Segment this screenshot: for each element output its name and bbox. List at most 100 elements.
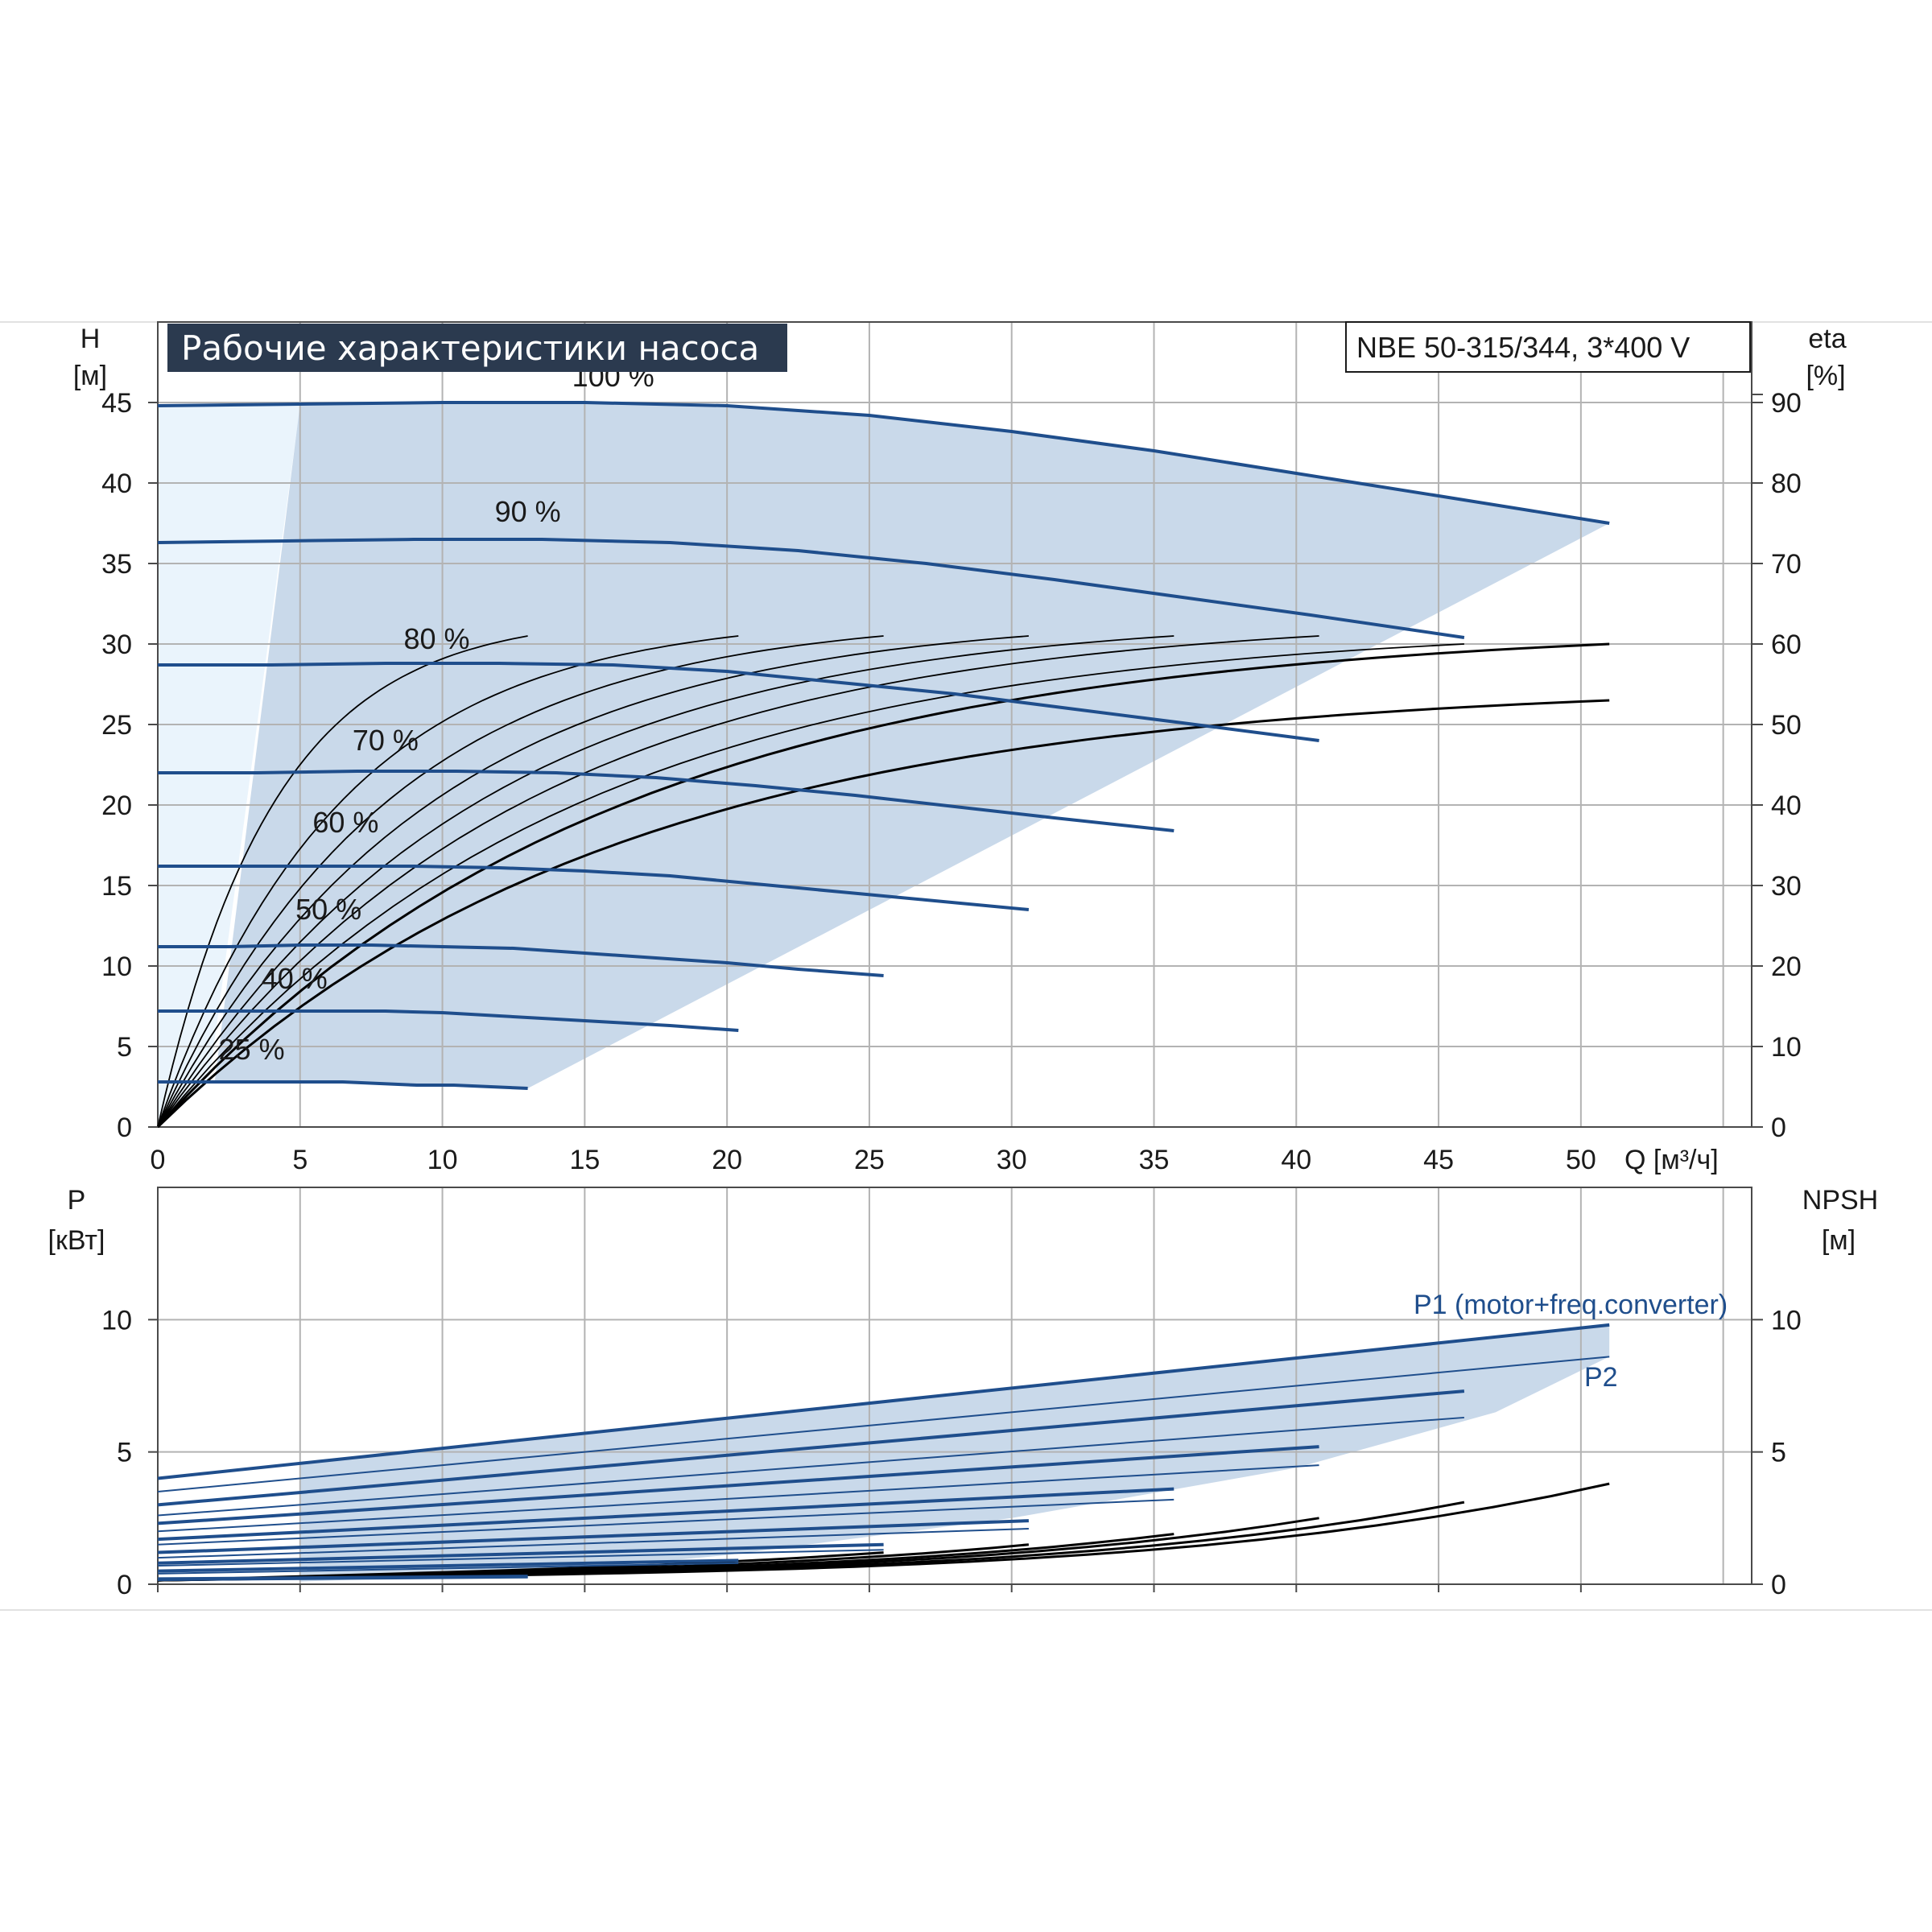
eta-tick-label: 20 [1771, 952, 1802, 982]
eta-tick-label: 50 [1771, 710, 1802, 741]
p2-speed-line [157, 1527, 1029, 1559]
x-tick-label: 30 [997, 1145, 1027, 1175]
p1-speed-line [157, 1487, 1174, 1542]
p2-speed-line [157, 1549, 884, 1567]
h-axis-unit: [м] [73, 361, 107, 391]
h-tick-label: 45 [101, 388, 132, 419]
efficiency-curve [157, 635, 1029, 1128]
chart-title: Рабочие характеристики насоса [181, 328, 759, 368]
x-tick-label: 25 [854, 1145, 885, 1175]
npsh-tick-label: 5 [1771, 1438, 1786, 1468]
h-tick-label: 25 [101, 710, 132, 741]
speed-label: 80 % [403, 622, 469, 655]
p1-speed-line [157, 1519, 1030, 1554]
eta-tick-label: 90 [1771, 388, 1802, 419]
h-tick-label: 30 [101, 630, 132, 660]
efficiency-curves [156, 635, 1610, 1129]
model-box [1345, 321, 1751, 373]
x-tick-label: 40 [1281, 1145, 1311, 1175]
p2-speed-line [157, 1416, 1464, 1517]
efficiency-curve [157, 635, 528, 1128]
p1-label: P1 (motor+freq.converter) [1414, 1290, 1728, 1320]
efficiency-curve [157, 635, 1319, 1128]
model-label: NBE 50-315/344, 3*400 V [1356, 331, 1690, 364]
p-tick-label: 5 [117, 1438, 132, 1468]
head-curve [157, 538, 1465, 639]
speed-label: 60 % [312, 806, 378, 839]
p2-speed-line [157, 1576, 528, 1582]
efficiency-curve [156, 642, 1610, 1129]
speed-label: 25 % [219, 1033, 285, 1066]
x-tick-label: 15 [569, 1145, 600, 1175]
p-tick-label: 10 [101, 1305, 132, 1335]
x-tick-label: 10 [427, 1145, 458, 1175]
head-curve [157, 401, 1610, 525]
p1-speed-line [157, 1542, 884, 1565]
p1-curve [157, 1323, 1610, 1480]
eta-tick-label: 60 [1771, 630, 1802, 660]
head-curve [158, 865, 1030, 911]
npsh-tick-label: 0 [1771, 1570, 1786, 1600]
p2-curve [157, 1356, 1610, 1492]
lower-operating-range [299, 1324, 1610, 1582]
npsh-axis-label: NPSH [1802, 1185, 1878, 1216]
h-tick-label: 20 [101, 791, 132, 821]
efficiency-curve [157, 635, 1174, 1128]
eta-axis-unit: [%] [1806, 361, 1845, 391]
eta-tick-label: 0 [1771, 1113, 1786, 1143]
x-tick-label: 20 [712, 1145, 742, 1175]
efficiency-curve [157, 635, 739, 1128]
speed-label: 70 % [353, 724, 419, 757]
lower-axis-ticks: 0 5 10 0 5 10 [101, 1305, 1802, 1600]
eta-tick-label: 80 [1771, 469, 1802, 499]
title-background [167, 324, 787, 372]
x-tick-label: 45 [1423, 1145, 1454, 1175]
p-tick-label: 0 [117, 1570, 132, 1600]
p2-label: P2 [1584, 1362, 1618, 1393]
x-tick-label: 35 [1139, 1145, 1170, 1175]
p-axis-unit: [кВт] [48, 1225, 105, 1256]
p1-speed-line [157, 1575, 528, 1581]
p1-speed-line [157, 1389, 1465, 1507]
p1-speed-line [157, 1558, 739, 1573]
head-curves [157, 401, 1610, 1090]
p2-speed-line [157, 1562, 739, 1575]
p1-speed-line [157, 1445, 1319, 1525]
lower-grid [157, 1187, 1752, 1585]
speed-label: 90 % [495, 495, 561, 528]
operating-region [214, 402, 1610, 1088]
p-axis-label: P [68, 1185, 86, 1216]
x-tick-label: 5 [292, 1145, 308, 1175]
q-axis-label: Q [м³/ч] [1624, 1145, 1719, 1175]
speed-label: 40 % [262, 962, 328, 995]
speed-label: 50 % [295, 893, 361, 926]
h-tick-label: 0 [117, 1113, 132, 1143]
lower-plot-frame [157, 1187, 1752, 1585]
eta-tick-label: 40 [1771, 791, 1802, 821]
head-curve [158, 1080, 528, 1090]
h-tick-label: 10 [101, 952, 132, 982]
h-axis-label: H [80, 324, 101, 354]
head-curve [158, 943, 884, 977]
head-curve [158, 662, 1319, 742]
eta-tick-label: 30 [1771, 871, 1802, 902]
h-tick-label: 40 [101, 469, 132, 499]
x-tick-label: 50 [1566, 1145, 1596, 1175]
h-tick-label: 15 [101, 871, 132, 902]
efficiency-curve [157, 635, 884, 1128]
npsh-tick-label: 10 [1771, 1305, 1802, 1335]
eta-tick-label: 70 [1771, 549, 1802, 580]
x-tick-label: 0 [151, 1145, 166, 1175]
h-tick-label: 5 [117, 1032, 132, 1063]
head-curve [158, 1009, 739, 1032]
eta-axis-label: eta [1808, 324, 1846, 354]
eta-tick-label: 10 [1771, 1032, 1802, 1063]
upper-operating-range [158, 402, 1610, 1127]
h-tick-label: 35 [101, 549, 132, 580]
head-curve [158, 770, 1174, 832]
efficiency-curve [156, 699, 1610, 1129]
upper-axis-ticks: 0 5 10 15 20 25 30 35 40 45 50 0 5 10 15 20 25 30 35 40 45 0 1… [101, 388, 1802, 1175]
p2-speed-line [157, 1464, 1319, 1533]
npsh-axis-unit: [м] [1822, 1225, 1856, 1256]
